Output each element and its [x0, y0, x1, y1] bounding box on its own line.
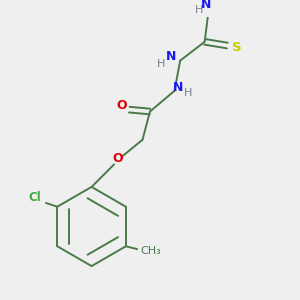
Text: CH₃: CH₃ [140, 246, 161, 256]
Text: N: N [173, 80, 184, 94]
Text: S: S [232, 41, 242, 54]
Text: O: O [116, 99, 127, 112]
Text: N: N [166, 50, 176, 63]
Text: Cl: Cl [28, 191, 41, 204]
Text: H: H [195, 5, 203, 15]
Text: O: O [112, 152, 123, 165]
Text: H: H [157, 59, 166, 69]
Text: N: N [201, 0, 212, 11]
Text: H: H [184, 88, 192, 98]
